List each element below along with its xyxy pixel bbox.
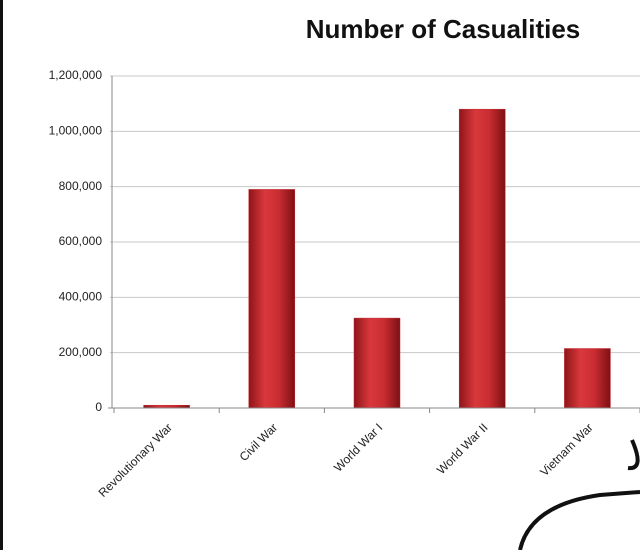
y-tick-label: 0 [95,400,102,414]
chart-title: Number of Casualities [306,14,581,44]
y-tick-label: 200,000 [59,345,103,359]
x-tick-label: World War I [331,420,385,474]
x-tick-label: World War II [434,420,491,477]
bar [564,348,611,409]
y-tick-label: 600,000 [59,234,103,248]
y-tick-label: 400,000 [59,290,103,304]
speech-bubble [518,439,640,550]
x-tick-label: Vietnam War [537,420,595,478]
bar [458,108,506,409]
y-tick-label: 1,200,000 [49,68,103,82]
bar [353,317,401,409]
frame-edge [0,0,3,550]
bar [248,189,296,409]
x-tick-label: Revolutionary War [96,420,175,499]
y-tick-label: 1,000,000 [49,124,103,138]
x-tick-label: Civil War [237,420,281,464]
y-tick-label: 800,000 [59,179,103,193]
